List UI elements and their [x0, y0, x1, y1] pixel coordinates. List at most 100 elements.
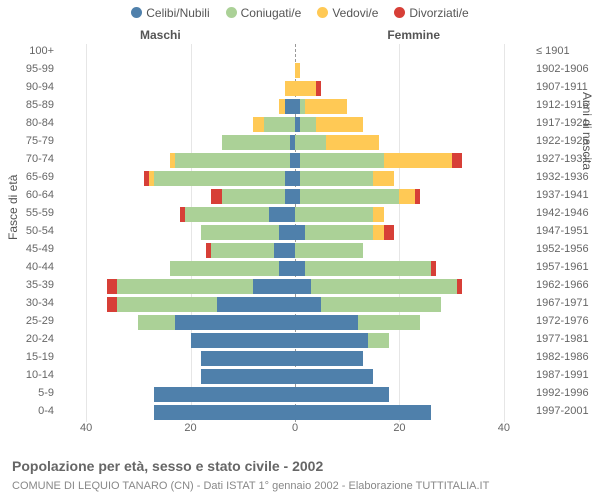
pyramid-row: 15-191982-1986	[60, 350, 530, 368]
pyramid-row: 10-141987-1991	[60, 368, 530, 386]
chart-title: Popolazione per età, sesso e stato civil…	[12, 458, 323, 474]
pyramid-row: 30-341967-1971	[60, 296, 530, 314]
pyramid-row: 75-791922-1926	[60, 134, 530, 152]
bar-segment	[295, 135, 326, 150]
bar-segment	[295, 225, 305, 240]
bar-female	[295, 117, 363, 132]
bar-female	[295, 207, 384, 222]
pyramid-row: 90-941907-1911	[60, 80, 530, 98]
pyramid-row: 50-541947-1951	[60, 224, 530, 242]
age-label: 60-64	[4, 189, 54, 201]
age-label: 20-24	[4, 333, 54, 345]
year-label: 1902-1906	[536, 63, 596, 75]
bar-segment	[431, 261, 436, 276]
pyramid-chart: Celibi/NubiliConiugati/eVedovi/eDivorzia…	[0, 0, 600, 500]
legend-item: Celibi/Nubili	[131, 6, 209, 20]
bar-segment	[222, 135, 290, 150]
bar-segment	[117, 297, 216, 312]
age-label: 35-39	[4, 279, 54, 291]
year-label: 1957-1961	[536, 261, 596, 273]
bar-segment	[384, 153, 452, 168]
year-label: 1982-1986	[536, 351, 596, 363]
bar-segment	[201, 225, 279, 240]
bar-segment	[316, 81, 321, 96]
age-label: 40-44	[4, 261, 54, 273]
year-label: 1952-1956	[536, 243, 596, 255]
year-label: 1917-1921	[536, 117, 596, 129]
bar-male	[201, 351, 295, 366]
bar-segment	[253, 117, 263, 132]
bar-segment	[217, 297, 295, 312]
bar-male	[144, 171, 295, 186]
year-label: 1997-2001	[536, 405, 596, 417]
bar-segment	[285, 99, 295, 114]
year-label: 1962-1966	[536, 279, 596, 291]
year-label: 1992-1996	[536, 387, 596, 399]
bar-female	[295, 171, 394, 186]
bar-segment	[358, 315, 421, 330]
bar-segment	[154, 171, 285, 186]
legend-label: Coniugati/e	[241, 6, 302, 20]
age-label: 50-54	[4, 225, 54, 237]
bar-segment	[253, 279, 295, 294]
bar-female	[295, 135, 379, 150]
bar-segment	[305, 261, 430, 276]
bar-segment	[300, 189, 399, 204]
x-tick: 20	[184, 422, 196, 434]
plot-area: 100+≤ 190195-991902-190690-941907-191185…	[60, 44, 530, 444]
year-label: 1967-1971	[536, 297, 596, 309]
bar-segment	[326, 135, 378, 150]
bar-female	[295, 387, 389, 402]
bar-segment	[285, 189, 295, 204]
bar-female	[295, 189, 420, 204]
pyramid-row: 80-841917-1921	[60, 116, 530, 134]
bar-male	[154, 387, 295, 402]
legend-dot	[131, 7, 142, 18]
bar-female	[295, 279, 462, 294]
bar-segment	[373, 207, 383, 222]
x-tick: 20	[393, 422, 405, 434]
year-label: 1942-1946	[536, 207, 596, 219]
bar-male	[107, 279, 295, 294]
age-label: 25-29	[4, 315, 54, 327]
chart-subtitle: COMUNE DI LEQUIO TANARO (CN) - Dati ISTA…	[12, 480, 489, 492]
bar-male	[222, 135, 295, 150]
bar-segment	[117, 279, 253, 294]
year-label: 1972-1976	[536, 315, 596, 327]
bar-male	[201, 369, 295, 384]
age-label: 100+	[4, 45, 54, 57]
age-label: 95-99	[4, 63, 54, 75]
bar-segment	[295, 243, 363, 258]
bar-segment	[201, 351, 295, 366]
year-label: 1937-1941	[536, 189, 596, 201]
bar-segment	[305, 225, 373, 240]
bar-male	[180, 207, 295, 222]
bar-segment	[415, 189, 420, 204]
bar-segment	[373, 171, 394, 186]
age-label: 85-89	[4, 99, 54, 111]
bar-male	[154, 405, 295, 420]
bar-male	[138, 315, 295, 330]
age-label: 90-94	[4, 81, 54, 93]
bar-segment	[321, 297, 441, 312]
bar-segment	[285, 81, 295, 96]
bar-segment	[154, 387, 295, 402]
x-tick: 0	[292, 422, 298, 434]
bar-segment	[285, 171, 295, 186]
bar-segment	[368, 333, 389, 348]
age-label: 5-9	[4, 387, 54, 399]
bar-segment	[264, 117, 295, 132]
year-label: ≤ 1901	[536, 45, 596, 57]
age-label: 75-79	[4, 135, 54, 147]
bar-segment	[295, 261, 305, 276]
bar-segment	[300, 153, 384, 168]
age-label: 10-14	[4, 369, 54, 381]
bar-segment	[295, 81, 316, 96]
legend-dot	[317, 7, 328, 18]
bar-female	[295, 243, 363, 258]
bar-segment	[107, 297, 117, 312]
bar-female	[295, 81, 321, 96]
legend-label: Celibi/Nubili	[146, 6, 209, 20]
bar-segment	[274, 243, 295, 258]
pyramid-row: 100+≤ 1901	[60, 44, 530, 62]
